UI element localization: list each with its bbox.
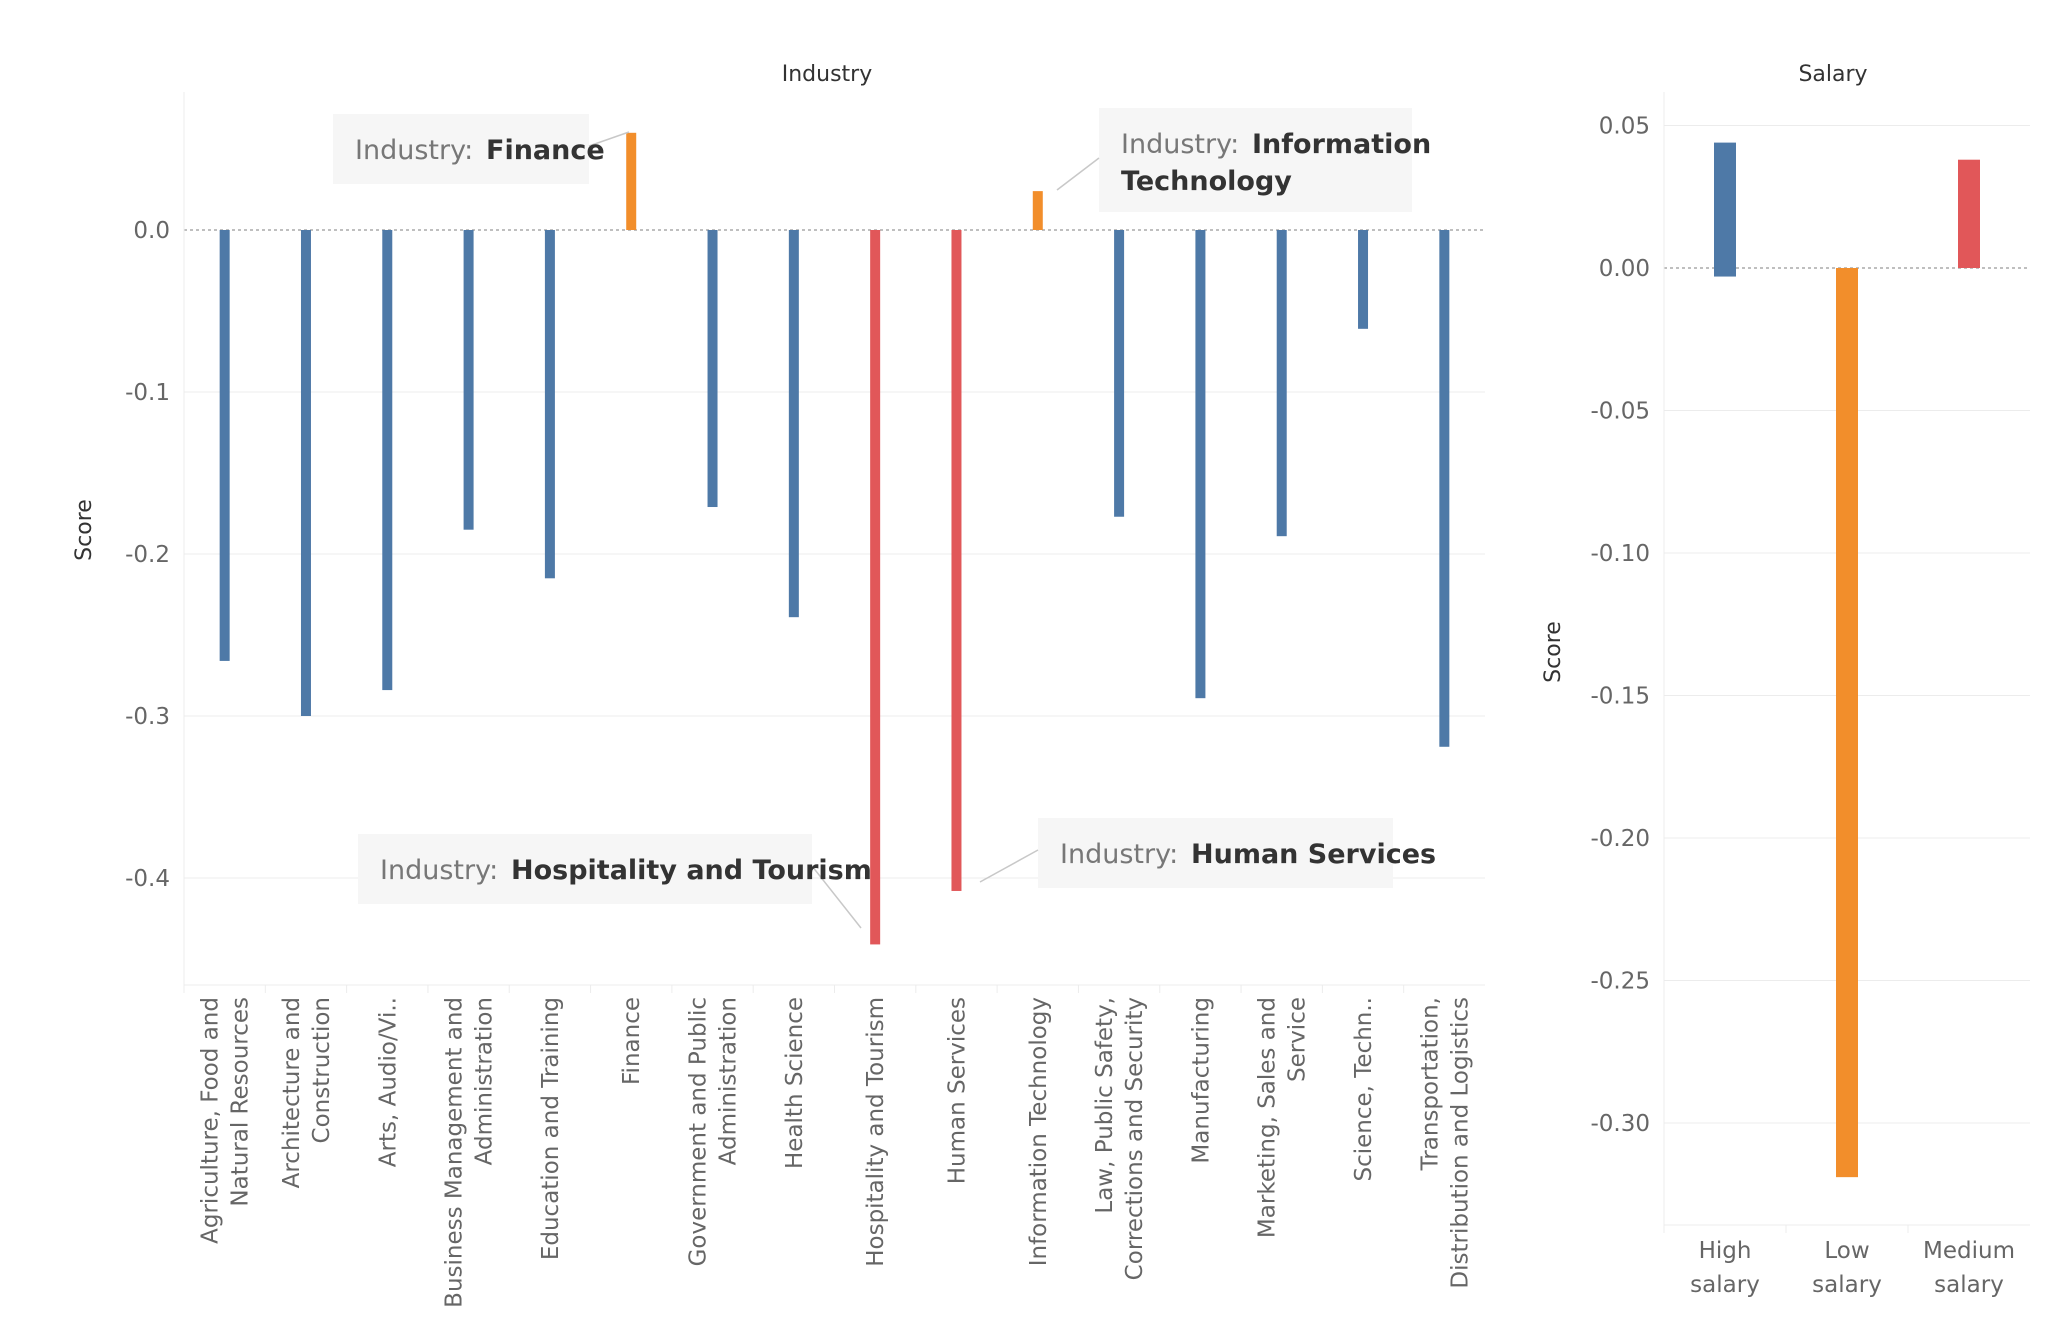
industry-category-label: Law, Public Safety,	[1092, 997, 1118, 1214]
salary-y-tick-label: -0.10	[1590, 541, 1650, 567]
industry-category-label: Corrections and Security	[1122, 997, 1148, 1280]
salary-x-labels: High salary Low salary Medium salary	[1690, 1238, 2015, 1298]
industry-category-label: Marketing, Sales and	[1255, 997, 1281, 1238]
industry-bar	[788, 230, 799, 618]
industry-category-label: Science, Techn..	[1351, 997, 1377, 1182]
industry-y-tick-label: -0.1	[125, 380, 170, 406]
industry-bar	[1114, 230, 1125, 517]
annotation-box	[358, 834, 812, 904]
industry-category-label: Information Technology	[1026, 997, 1052, 1266]
industry-category-label: Health Science	[782, 997, 808, 1169]
industry-category-label: Human Services	[944, 997, 970, 1184]
salary-y-tick-label: 0.05	[1599, 114, 1650, 140]
industry-annotations: Industry: Finance Industry: Information Tech…	[333, 108, 1436, 929]
annotation-value: Technology	[1121, 166, 1292, 197]
industry-category-label: Agriculture, Food and	[198, 997, 224, 1244]
salary-category-label: High	[1699, 1238, 1752, 1264]
salary-bar	[1958, 159, 1980, 268]
industry-x-labels: Agriculture, Food and Natural Resources Ar…	[198, 997, 1474, 1308]
salary-category-label: Low	[1824, 1238, 1869, 1264]
salary-y-axis-title: Score	[1541, 621, 1566, 683]
salary-bar	[1836, 268, 1858, 1178]
annotation-label: Industry:	[1060, 839, 1178, 870]
industry-bars	[219, 132, 1450, 945]
annotation-label: Industry:	[380, 855, 498, 886]
industry-category-label: Transportation,	[1417, 997, 1443, 1171]
annotation-leader-line	[811, 865, 862, 929]
salary-y-tick-label: -0.30	[1590, 1111, 1650, 1137]
industry-bar	[219, 230, 230, 661]
industry-bar	[1439, 230, 1450, 747]
annotation-box	[1099, 108, 1412, 212]
salary-bar	[1714, 142, 1736, 277]
industry-category-label: Natural Resources	[228, 997, 254, 1207]
salary-chart-title: Salary	[1798, 62, 1867, 87]
salary-category-label: salary	[1812, 1272, 1882, 1298]
industry-bar	[544, 230, 555, 579]
industry-y-ticks: 0.0 -0.1 -0.2 -0.3 -0.4	[125, 218, 170, 892]
annotation-value: Human Services	[1191, 839, 1436, 870]
industry-bar	[1358, 230, 1369, 329]
industry-bar	[1276, 230, 1287, 537]
annotation-value: Finance	[486, 135, 605, 166]
annotation-leader-line	[979, 849, 1039, 883]
industry-bar	[951, 230, 962, 891]
industry-bar	[382, 230, 393, 691]
annotation-label: Industry:	[1121, 129, 1239, 160]
industry-bar	[707, 230, 718, 508]
industry-category-label: Manufacturing	[1188, 997, 1214, 1164]
industry-category-label: Service	[1285, 997, 1311, 1082]
salary-chart: Salary Score 0.05 0.00 -0.05 -0.10 -0.15 -0.2…	[1541, 62, 2030, 1298]
annotation-label: Industry:	[355, 135, 473, 166]
annotation-leader-line	[1056, 157, 1100, 191]
industry-annotation: Industry: Human Services	[979, 818, 1436, 888]
industry-bar	[1032, 191, 1043, 230]
industry-category-label: Construction	[309, 997, 335, 1143]
industry-y-tick-label: -0.4	[125, 866, 170, 892]
industry-category-label: Distribution and Logistics	[1447, 997, 1473, 1289]
industry-chart: Industry Score 0.0 -0.1 -0.2 -0.3 -0.4 Agric…	[72, 62, 1485, 1308]
salary-y-tick-label: -0.15	[1590, 684, 1650, 710]
salary-category-label: Medium	[1923, 1238, 2015, 1264]
industry-bar	[870, 230, 881, 945]
annotation-value: Information	[1252, 129, 1431, 160]
industry-category-label: Architecture and	[279, 997, 305, 1188]
industry-category-label: Hospitality and Tourism	[863, 997, 889, 1267]
industry-category-label: Government and Public	[686, 997, 712, 1266]
salary-y-tick-label: 0.00	[1599, 256, 1650, 282]
annotation-value: Hospitality and Tourism	[511, 855, 872, 886]
industry-y-tick-label: 0.0	[133, 218, 170, 244]
industry-category-label: Education and Training	[538, 997, 564, 1260]
industry-annotation: Industry: Finance	[333, 114, 630, 184]
industry-category-label: Finance	[619, 997, 645, 1085]
industry-chart-title: Industry	[782, 62, 873, 87]
industry-category-label: Administration	[472, 997, 498, 1165]
annotation-box	[1038, 818, 1393, 888]
industry-y-tick-label: -0.3	[125, 704, 170, 730]
industry-category-label: Administration	[716, 997, 742, 1165]
industry-y-axis-title: Score	[72, 499, 97, 561]
salary-bars	[1714, 142, 1980, 1178]
annotation-box	[333, 114, 589, 184]
industry-category-label: Arts, Audio/Vi..	[375, 997, 401, 1167]
salary-y-tick-label: -0.20	[1590, 826, 1650, 852]
industry-category-label: Business Management and	[442, 997, 468, 1308]
salary-category-label: salary	[1690, 1272, 1760, 1298]
salary-category-label: salary	[1934, 1272, 2004, 1298]
annotation-leader-line	[588, 131, 630, 147]
salary-y-tick-label: -0.25	[1590, 969, 1650, 995]
industry-annotation: Industry: Information Technology	[1056, 108, 1431, 212]
industry-bar	[300, 230, 311, 716]
industry-bar	[463, 230, 474, 530]
industry-bar	[626, 132, 637, 230]
salary-y-ticks: 0.05 0.00 -0.05 -0.10 -0.15 -0.20 -0.25 -0.30	[1590, 114, 1650, 1138]
industry-bar	[1195, 230, 1206, 699]
industry-annotation: Industry: Hospitality and Tourism	[358, 834, 872, 929]
salary-y-tick-label: -0.05	[1590, 399, 1650, 425]
industry-y-tick-label: -0.2	[125, 542, 170, 568]
